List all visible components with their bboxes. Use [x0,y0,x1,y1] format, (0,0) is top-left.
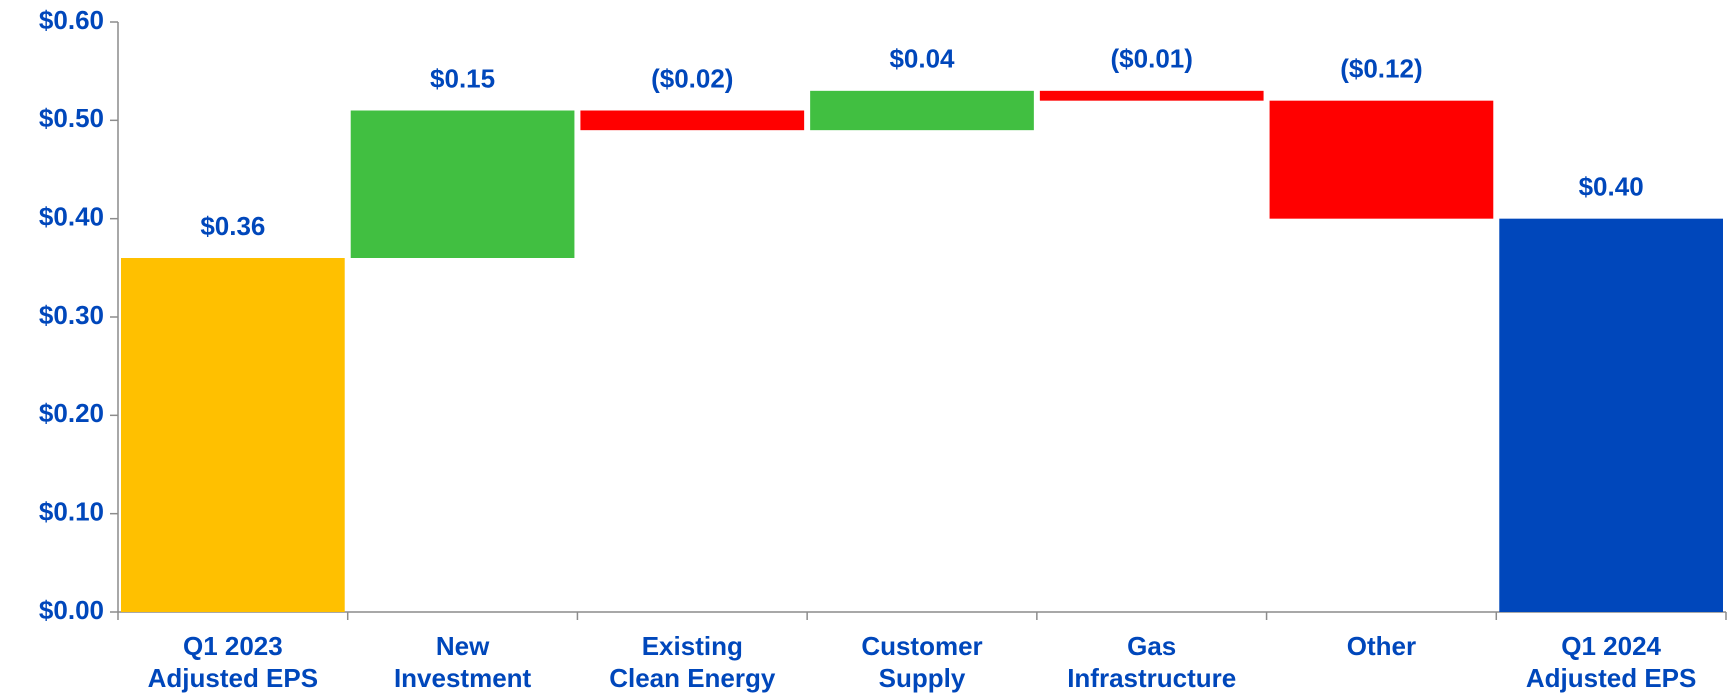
y-tick-label: $0.30 [39,300,104,330]
value-label: ($0.02) [651,63,733,93]
bar [1499,218,1723,612]
x-tick-label: New [436,631,490,661]
x-tick-label: Gas [1127,631,1176,661]
bar [121,258,345,612]
x-tick-label: Existing [642,631,743,661]
value-label: ($0.01) [1111,44,1193,74]
y-tick-label: $0.50 [39,103,104,133]
bar [810,90,1034,131]
x-tick-label: Q1 2023 [183,631,283,661]
x-tick-label: Supply [879,663,966,693]
x-tick-label: Customer [861,631,982,661]
y-tick-label: $0.20 [39,398,104,428]
x-tick-label: Adjusted EPS [1526,663,1696,693]
y-tick-label: $0.00 [39,595,104,625]
x-tick-label: Adjusted EPS [148,663,318,693]
value-label: $0.04 [889,44,955,74]
x-tick-label: Clean Energy [609,663,776,693]
x-tick-label: Other [1347,631,1416,661]
y-tick-label: $0.40 [39,202,104,232]
bar [1039,90,1264,101]
bar [580,110,805,131]
y-tick-label: $0.60 [39,5,104,35]
x-tick-label: Investment [394,663,532,693]
bar [350,110,575,258]
value-label: ($0.12) [1340,54,1422,84]
bar [1269,100,1494,219]
value-label: $0.15 [430,63,495,93]
value-label: $0.36 [200,211,265,241]
x-tick-label: Q1 2024 [1561,631,1661,661]
y-tick-label: $0.10 [39,497,104,527]
value-label: $0.40 [1579,172,1644,202]
x-tick-label: Infrastructure [1067,663,1236,693]
